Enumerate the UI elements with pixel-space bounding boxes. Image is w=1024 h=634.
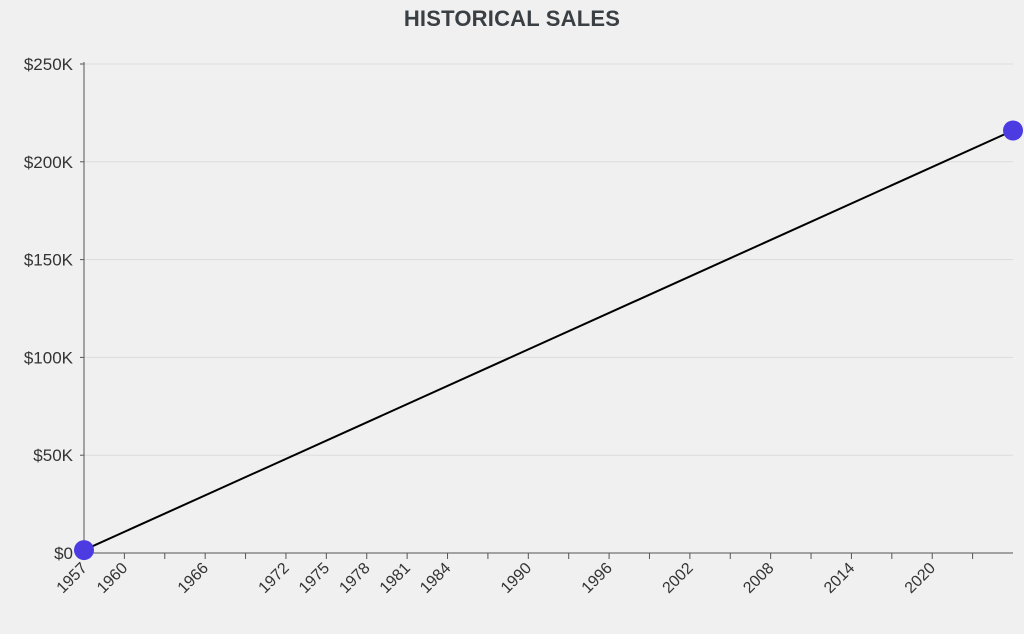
series <box>74 120 1023 561</box>
x-tick-label: 1966 <box>175 560 212 597</box>
series-line <box>83 129 1014 551</box>
x-tick-label: 2020 <box>902 560 939 597</box>
x-tick-label: 1957 <box>54 560 91 597</box>
y-axis-ticks: $0 $50K $100K $150K $200K $250K <box>24 55 84 563</box>
data-point[interactable] <box>74 540 94 561</box>
x-tick-label: 1978 <box>336 560 373 597</box>
x-tick-label: 1990 <box>498 560 535 597</box>
data-point[interactable] <box>1003 120 1023 141</box>
gridlines <box>84 63 1013 456</box>
y-tick-label: $50K <box>33 446 73 465</box>
x-tick-label: 1981 <box>377 560 414 597</box>
x-tick-label: 1984 <box>417 560 454 597</box>
x-axis-ticks: 1957 1960 1966 1972 1975 1978 1981 1984 1990 1996… <box>54 553 974 597</box>
x-tick-label: 1975 <box>296 560 333 597</box>
y-tick-label: $100K <box>24 348 74 367</box>
x-tick-label: 2014 <box>821 560 858 597</box>
y-tick-label: $0 <box>54 544 73 563</box>
x-tick-label: 2002 <box>660 560 697 597</box>
x-tick-label: 1996 <box>579 560 616 597</box>
x-tick-label: 1960 <box>94 560 131 597</box>
y-tick-label: $150K <box>24 251 74 270</box>
x-tick-label: 2008 <box>740 560 777 597</box>
x-tick-label: 1972 <box>256 560 293 597</box>
chart-title: HISTORICAL SALES <box>403 6 621 31</box>
y-tick-label: $200K <box>24 153 74 172</box>
axes <box>83 62 1013 554</box>
y-tick-label: $250K <box>24 55 74 74</box>
